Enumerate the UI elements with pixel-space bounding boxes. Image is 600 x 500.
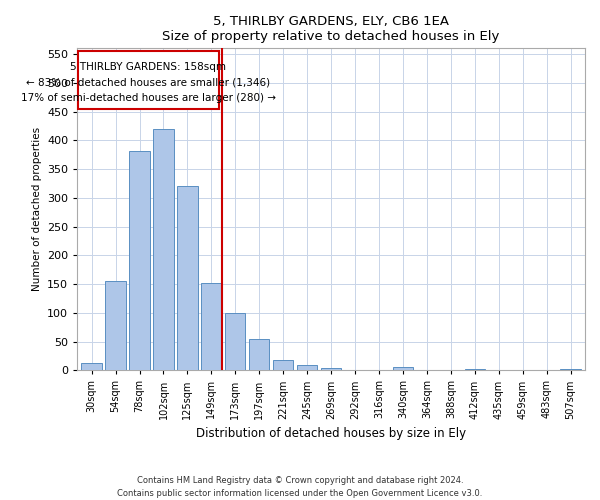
Text: Contains HM Land Registry data © Crown copyright and database right 2024.
Contai: Contains HM Land Registry data © Crown c…	[118, 476, 482, 498]
Bar	[273, 360, 293, 370]
Bar	[393, 368, 413, 370]
Bar	[106, 281, 126, 370]
Bar	[321, 368, 341, 370]
FancyBboxPatch shape	[79, 51, 218, 108]
Bar	[153, 129, 173, 370]
Bar	[464, 368, 485, 370]
Bar	[201, 283, 221, 370]
Bar	[249, 338, 269, 370]
Text: 5 THIRLBY GARDENS: 158sqm: 5 THIRLBY GARDENS: 158sqm	[70, 62, 226, 72]
X-axis label: Distribution of detached houses by size in Ely: Distribution of detached houses by size …	[196, 427, 466, 440]
Bar	[225, 313, 245, 370]
Bar	[297, 364, 317, 370]
Text: 17% of semi-detached houses are larger (280) →: 17% of semi-detached houses are larger (…	[21, 94, 276, 104]
Bar	[177, 186, 197, 370]
Text: ← 83% of detached houses are smaller (1,346): ← 83% of detached houses are smaller (1,…	[26, 78, 271, 88]
Bar	[82, 363, 102, 370]
Title: 5, THIRLBY GARDENS, ELY, CB6 1EA
Size of property relative to detached houses in: 5, THIRLBY GARDENS, ELY, CB6 1EA Size of…	[163, 15, 500, 43]
Bar	[560, 368, 581, 370]
Y-axis label: Number of detached properties: Number of detached properties	[32, 127, 41, 292]
Bar	[130, 150, 149, 370]
